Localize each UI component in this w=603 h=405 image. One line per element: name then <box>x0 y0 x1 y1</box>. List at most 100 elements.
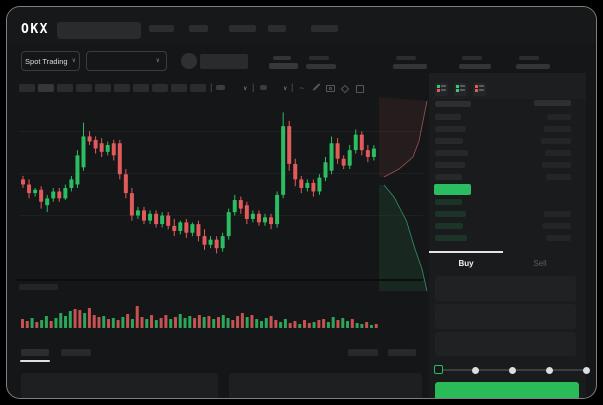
buy-submit-button[interactable] <box>435 382 579 398</box>
camera-lens <box>329 87 332 90</box>
candle-body <box>347 150 352 166</box>
candle-body <box>335 143 340 159</box>
timeframe-button-placeholder[interactable] <box>95 84 111 92</box>
mode-icon-bar <box>460 89 465 92</box>
bid-amount-placeholder[interactable] <box>544 211 571 217</box>
search-input[interactable] <box>57 22 141 39</box>
volume-bar <box>92 315 96 328</box>
ask-amount-placeholder[interactable] <box>541 138 571 144</box>
slider-step-dot[interactable] <box>509 367 516 374</box>
volume-bar <box>336 320 340 328</box>
ask-amount-placeholder[interactable] <box>542 162 571 168</box>
volume-bar <box>68 311 72 328</box>
nav-item-placeholder[interactable] <box>229 25 256 32</box>
ask-price-placeholder[interactable] <box>435 138 463 144</box>
ask-amount-placeholder[interactable] <box>545 150 571 156</box>
mode-icon-row <box>456 85 465 88</box>
line-type-icon[interactable]: ~ <box>299 83 305 93</box>
timeframe-button-placeholder[interactable] <box>57 84 73 92</box>
nav-item-placeholder[interactable] <box>149 25 174 32</box>
volume-bar <box>212 319 216 328</box>
bottom-chip-placeholder[interactable] <box>348 349 378 356</box>
bid-amount-placeholder[interactable] <box>546 235 571 241</box>
ask-amount-placeholder[interactable] <box>547 114 571 120</box>
active-tab-underline <box>20 360 50 362</box>
timeframe-button-placeholder[interactable] <box>171 84 187 92</box>
tab-buy[interactable]: Buy <box>458 259 474 268</box>
volume-bar <box>183 318 187 328</box>
candle-body <box>105 145 110 152</box>
slider-step-dot[interactable] <box>472 367 479 374</box>
nav-item-placeholder[interactable] <box>189 25 208 32</box>
history-tab-placeholder[interactable] <box>61 349 91 356</box>
bottom-chip-placeholder[interactable] <box>388 349 416 356</box>
ask-price-placeholder[interactable] <box>435 162 465 168</box>
volume-bar <box>44 316 48 328</box>
ask-price-placeholder[interactable] <box>435 174 462 180</box>
camera-icon[interactable] <box>326 85 335 92</box>
bid-amount-placeholder[interactable] <box>542 223 571 229</box>
market-type-dropdown[interactable]: Spot Trading ∨ <box>21 51 80 71</box>
chevron-down-icon[interactable]: ∨ <box>243 86 248 92</box>
last-price-badge[interactable] <box>434 184 471 195</box>
slider-handle[interactable] <box>434 365 443 374</box>
mode-icon-row <box>437 85 446 88</box>
bid-price-placeholder[interactable] <box>435 235 467 241</box>
timeframe-button-placeholder[interactable] <box>190 84 206 92</box>
slider-step-dot[interactable] <box>583 367 590 374</box>
depth-asks-area <box>379 97 427 177</box>
mode-icon-bar <box>460 85 465 88</box>
ask-amount-placeholder[interactable] <box>546 174 571 180</box>
nav-item-placeholder[interactable] <box>311 25 338 32</box>
timeframe-button-placeholder[interactable] <box>133 84 149 92</box>
timeframe-button-placeholder[interactable] <box>114 84 130 92</box>
timeframe-button-placeholder[interactable] <box>76 84 92 92</box>
candlestick-chart[interactable] <box>21 99 379 276</box>
okx-logo[interactable]: OKX <box>21 22 49 37</box>
tab-sell[interactable]: Sell <box>533 259 547 268</box>
timeframe-button-placeholder[interactable] <box>19 84 35 92</box>
depth-chart[interactable] <box>379 97 429 297</box>
timeframe-button-placeholder[interactable] <box>38 84 54 92</box>
pane-divider[interactable] <box>15 279 423 281</box>
orders-tab-placeholder[interactable] <box>21 349 49 356</box>
ask-amount-placeholder[interactable] <box>544 126 571 132</box>
indicator-dropdown-icon[interactable] <box>216 85 225 90</box>
candle-body <box>135 210 140 216</box>
chevron-down-icon: ∨ <box>71 58 76 64</box>
slider-step-dot[interactable] <box>546 367 553 374</box>
book-all-icon[interactable] <box>435 83 448 96</box>
ticker-price-label-placeholder <box>273 56 291 60</box>
orders-panel-placeholder <box>21 373 218 398</box>
candle-body <box>196 224 201 237</box>
volume-bar <box>240 313 244 328</box>
chevron-down-icon[interactable]: ∨ <box>283 86 288 92</box>
chart-gridline <box>19 173 423 174</box>
ask-price-placeholder[interactable] <box>435 126 466 132</box>
book-bids-icon[interactable] <box>454 83 467 96</box>
total-input-placeholder[interactable] <box>435 332 576 356</box>
fullscreen-icon[interactable] <box>356 85 364 93</box>
stat-value-placeholder <box>393 64 427 69</box>
candle-body <box>160 215 165 225</box>
bid-price-placeholder[interactable] <box>435 199 462 205</box>
draw-icon[interactable] <box>312 83 321 91</box>
bid-price-placeholder[interactable] <box>435 211 466 217</box>
candle-body <box>269 217 274 225</box>
book-asks-icon[interactable] <box>473 83 486 96</box>
timeframe-button-placeholder[interactable] <box>152 84 168 92</box>
interval-dropdown-icon[interactable] <box>260 85 267 90</box>
amount-input-placeholder[interactable] <box>435 304 576 329</box>
ask-price-placeholder[interactable] <box>435 150 468 156</box>
buy-tab-active-indicator <box>429 251 503 253</box>
volume-chart[interactable] <box>21 302 379 328</box>
candle-body <box>208 239 213 245</box>
pair-dropdown[interactable]: ∨ <box>86 51 167 71</box>
nav-item-placeholder[interactable] <box>268 25 286 32</box>
bid-price-placeholder[interactable] <box>435 223 463 229</box>
depth-bids-line <box>383 184 428 292</box>
diamond-icon[interactable] <box>340 84 350 94</box>
candle-body <box>275 194 280 225</box>
price-input-placeholder[interactable] <box>435 276 576 301</box>
ask-price-placeholder[interactable] <box>435 114 461 120</box>
